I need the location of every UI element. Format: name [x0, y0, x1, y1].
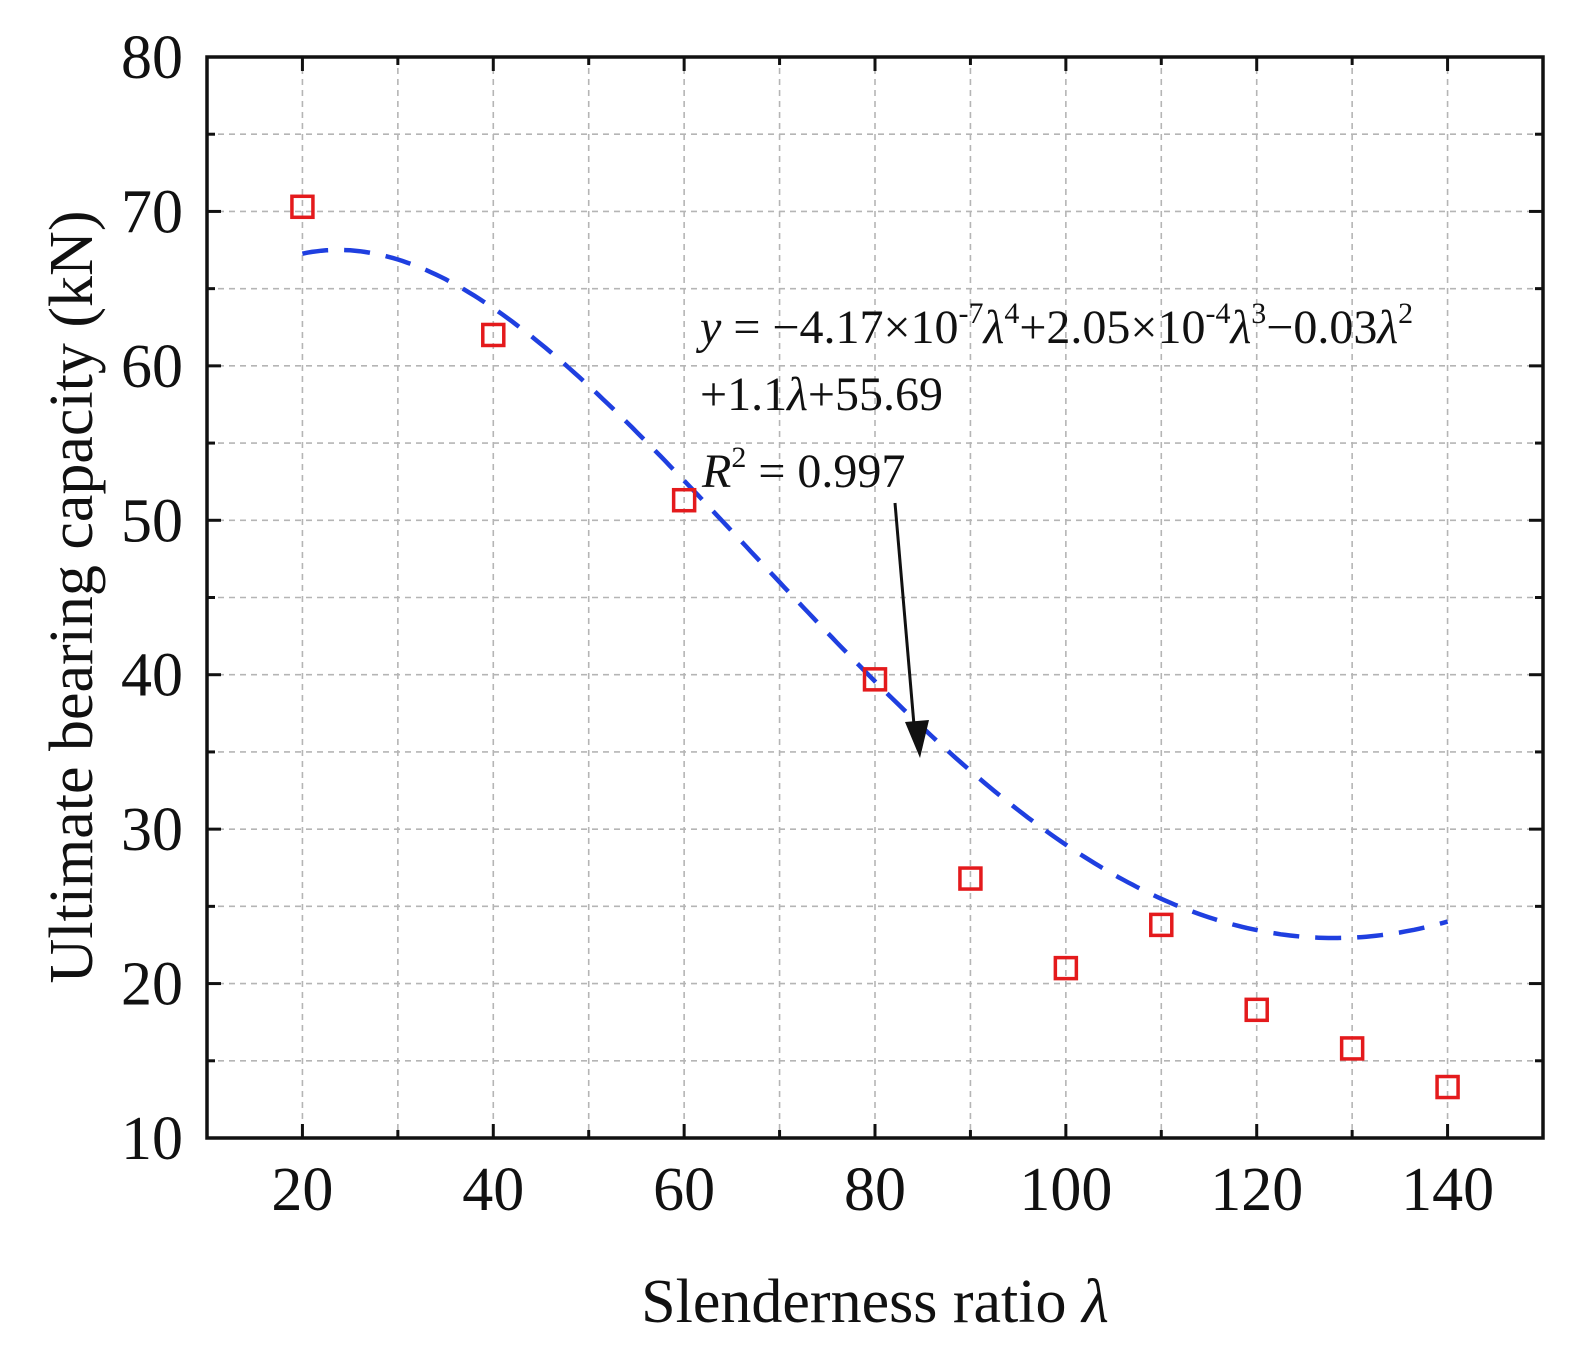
annotation-arrowhead [905, 720, 929, 758]
x-tick-label: 40 [462, 1156, 524, 1224]
fit-curve-layer [301, 247, 1449, 941]
y-tick-label: 20 [121, 951, 183, 1019]
x-tick-label: 60 [653, 1156, 715, 1224]
data-point [290, 194, 315, 220]
data-point [481, 322, 506, 348]
data-point [1149, 912, 1174, 938]
data-point [958, 866, 983, 891]
tick-labels: 20 40 60 80 100 120 140 10 20 30 40 50 60 70 80 [121, 24, 1494, 1224]
data-markers [290, 194, 1460, 1100]
data-point [862, 667, 888, 692]
y-tick-label: 10 [121, 1105, 183, 1173]
data-point [1244, 997, 1269, 1023]
x-tick-label: 140 [1401, 1156, 1494, 1224]
x-tick-label: 80 [844, 1156, 906, 1224]
y-tick-label: 40 [121, 642, 183, 710]
x-tick-label: 100 [1019, 1156, 1112, 1224]
axis-ticks [207, 55, 1543, 1140]
r-squared-label: R2 = 0.997 [701, 441, 905, 498]
equation-line-2: +1.1λ+55.69 [700, 368, 943, 421]
x-tick-label: 20 [271, 1156, 333, 1224]
x-tick-label: 120 [1210, 1156, 1303, 1224]
y-tick-label: 60 [121, 333, 183, 401]
grid [207, 57, 1543, 1138]
data-point [1339, 1036, 1365, 1061]
y-tick-label: 50 [121, 487, 183, 555]
y-axis-title: Ultimate bearing capacity (kN) [38, 211, 106, 984]
data-point [671, 487, 697, 513]
x-axis-title: Slenderness ratio λ [641, 1268, 1109, 1336]
data-point [1053, 955, 1079, 981]
fit-equation-annotation: y = −4.17×10-7λ4+2.05×10-4λ3−0.03λ2 +1.1… [695, 297, 1413, 758]
fit-curve [301, 247, 1449, 941]
data-point [1435, 1074, 1460, 1100]
y-tick-label: 80 [121, 24, 183, 92]
equation-line-1: y = −4.17×10-7λ4+2.05×10-4λ3−0.03λ2 [695, 297, 1413, 354]
annotation-arrow-line [893, 502, 916, 726]
y-tick-label: 70 [121, 178, 183, 246]
y-tick-label: 30 [121, 796, 183, 864]
